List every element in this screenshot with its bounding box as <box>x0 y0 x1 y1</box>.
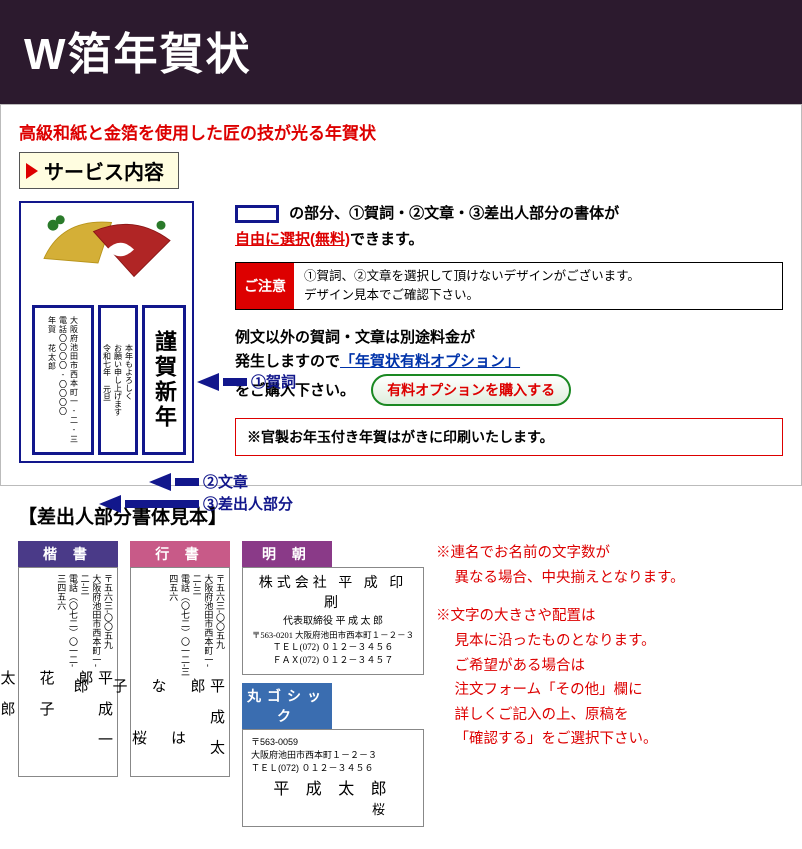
tag-gyosho: 行 書 <box>130 541 230 567</box>
pointer-greet: ①賀詞 <box>197 371 296 392</box>
pointer-label-3: ③差出人部分 <box>203 493 293 514</box>
min-l1: 株式会社 平 成 印 刷 <box>251 574 415 615</box>
samples-row: 楷 書 〒五六三‐〇〇五九 大阪府池田市西本町一‐二‐三 電話（〇七二）〇一二‐… <box>18 541 784 827</box>
card-outline: 謹賀新年 本年もよろしく お願い申し上げます 令和七年 元旦 大阪府池田市西本町… <box>19 201 194 463</box>
note-1: ※連名でお名前の文字数が 異なる場合、中央揃えとなります。 <box>436 541 784 590</box>
caution-badge: ご注意 <box>236 263 294 309</box>
choice-text-1: の部分、①賀詞・②文章・③差出人部分の書体が <box>289 205 619 222</box>
right-column: の部分、①賀詞・②文章・③差出人部分の書体が 自由に選択(無料)できます。 ご注… <box>235 201 783 456</box>
min-l3: 〒563-0201 大阪府池田市西本町１－２－３ <box>251 629 415 641</box>
service-label: サービス内容 <box>19 152 179 189</box>
choice-line: の部分、①賀詞・②文章・③差出人部分の書体が 自由に選択(無料)できます。 <box>235 201 783 252</box>
card-text-parts: 謹賀新年 本年もよろしく お願い申し上げます 令和七年 元旦 大阪府池田市西本町… <box>27 305 186 455</box>
choice-highlight: 自由に選択(無料) <box>235 231 350 248</box>
extra-l1: 例文以外の賀詞・文章は別途料金が <box>235 329 475 346</box>
buy-option-button[interactable]: 有料オプションを購入する <box>371 374 571 406</box>
arrow-stem <box>125 500 199 508</box>
page-title: W箔年賀状 <box>24 18 778 82</box>
pointer-text: ②文章 <box>149 471 248 492</box>
choice-text-2: できます。 <box>350 231 424 248</box>
extra-block: 例文以外の賀詞・文章は別途料金が 発生しますので「年賀状有料オプション」 をご購… <box>235 326 783 406</box>
arrow-icon <box>197 373 219 391</box>
pointer-sender: ③差出人部分 <box>99 493 293 514</box>
intro-text: 高級和紙と金箔を使用した匠の技が光る年賀状 <box>19 119 783 144</box>
tag-kaisho: 楷 書 <box>18 541 118 567</box>
caution-text: ①賀詞、②文章を選択して頂けないデザインがございます。 デザイン見本でご確認下さ… <box>294 263 650 309</box>
sample-gyosho: 行 書 〒五六三‐〇〇五九 大阪府池田市西本町一‐二‐三 電話（〇七二）〇一二‐… <box>130 541 230 777</box>
maru-l5: 桜 <box>251 801 415 820</box>
card-diagram: 謹賀新年 本年もよろしく お願い申し上げます 令和七年 元旦 大阪府池田市西本町… <box>19 201 219 463</box>
arrow-icon <box>99 495 121 513</box>
pointer-label-2: ②文章 <box>203 471 248 492</box>
print-note-box: ※官製お年玉付き年賀はがきに印刷いたします。 <box>235 418 783 456</box>
fan-illustration <box>27 209 187 299</box>
gyosho-card: 〒五六三‐〇〇五九 大阪府池田市西本町一‐二‐三 電話（〇七二）〇一二‐三四五六… <box>130 567 230 777</box>
sender-box: 大阪府池田市西本町一‐二‐三 電話〇〇〇〇‐〇〇〇〇 年賀 花太郎 <box>32 305 94 455</box>
blue-box-icon <box>235 205 279 223</box>
tag-mincho: 明 朝 <box>242 541 332 567</box>
note-2: ※文字の大きさや配置は 見本に沿ったものとなります。 ご希望がある場合は 注文フ… <box>436 604 784 752</box>
caution-line-2: デザイン見本でご確認下さい。 <box>304 288 479 302</box>
maru-l4: 平 成 太 郎 <box>251 778 415 801</box>
marugothic-card: 〒563-0059 大阪府池田市西本町１－２－３ ＴＥＬ(072) ０１２－３４… <box>242 729 424 827</box>
text-box: 本年もよろしく お願い申し上げます 令和七年 元旦 <box>98 305 138 455</box>
maru-l3: ＴＥＬ(072) ０１２－３４５６ <box>251 762 415 775</box>
caution-row: ご注意 ①賀詞、②文章を選択して頂けないデザインがございます。 デザイン見本でご… <box>235 262 783 310</box>
option-link[interactable]: 「年賀状有料オプション」 <box>340 353 520 370</box>
gyo-names: 平 成 太 郎 は な 桜 子 郎 <box>135 678 225 770</box>
maru-l2: 大阪府池田市西本町１－２－３ <box>251 749 415 762</box>
sample-hstack: 明 朝 株式会社 平 成 印 刷 代表取締役 平 成 太 郎 〒563-0201… <box>242 541 424 827</box>
main-row: 謹賀新年 本年もよろしく お願い申し上げます 令和七年 元旦 大阪府池田市西本町… <box>19 201 783 463</box>
triangle-icon <box>26 163 38 179</box>
kai-addr: 〒五六三‐〇〇五九 大阪府池田市西本町一‐二‐三 電話（〇七二）〇一二‐三四五六 <box>23 574 113 670</box>
greet-box: 謹賀新年 <box>142 305 186 455</box>
tag-marugothic: 丸ゴシック <box>242 683 332 729</box>
notes-column: ※連名でお名前の文字数が 異なる場合、中央揃えとなります。 ※文字の大きさや配置… <box>436 541 784 766</box>
pointer-label-1: ①賀詞 <box>251 371 296 392</box>
arrow-stem <box>175 478 199 486</box>
arrow-stem <box>223 378 247 386</box>
min-l2: 代表取締役 平 成 太 郎 <box>251 615 415 630</box>
samples-section: 【差出人部分書体見本】 楷 書 〒五六三‐〇〇五九 大阪府池田市西本町一‐二‐三… <box>0 486 802 849</box>
min-l4: ＴＥＬ(072) ０１２－３４５６ <box>251 641 415 654</box>
maru-l1: 〒563-0059 <box>251 736 415 749</box>
gyo-addr: 〒五六三‐〇〇五九 大阪府池田市西本町一‐二‐三 電話（〇七二）〇一二‐三四五六 <box>135 574 225 678</box>
header-band: W箔年賀状 <box>0 0 802 104</box>
mincho-card: 株式会社 平 成 印 刷 代表取締役 平 成 太 郎 〒563-0201 大阪府… <box>242 567 424 675</box>
service-label-text: サービス内容 <box>44 156 164 185</box>
extra-l2a: 発生しますので <box>235 353 340 370</box>
service-content: 高級和紙と金箔を使用した匠の技が光る年賀状 サービス内容 謹賀新年 本年もよろし… <box>0 104 802 486</box>
arrow-icon <box>149 473 171 491</box>
min-l5: ＦＡＸ(072) ０１２－３４５７ <box>251 654 415 667</box>
caution-line-1: ①賀詞、②文章を選択して頂けないデザインがございます。 <box>304 269 640 283</box>
